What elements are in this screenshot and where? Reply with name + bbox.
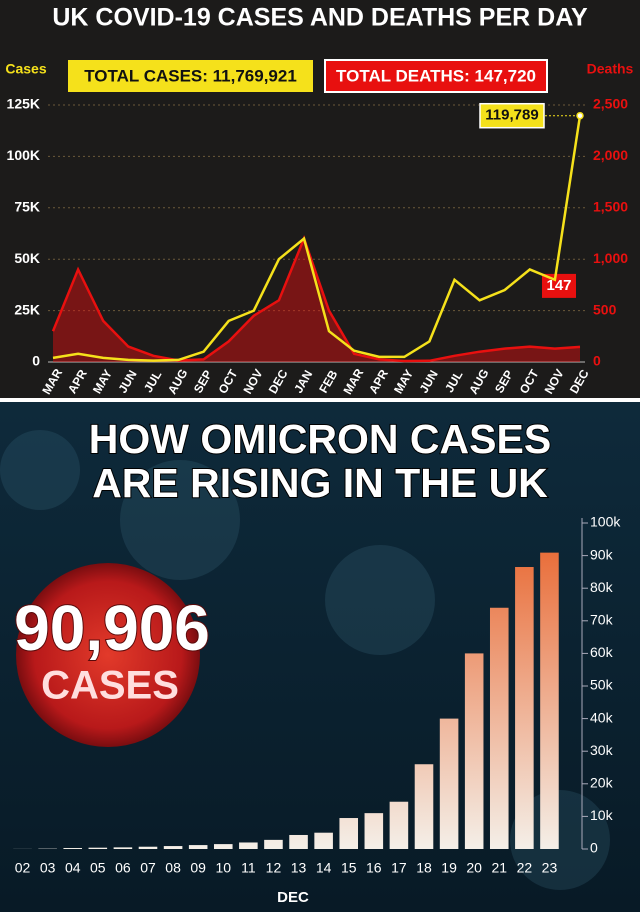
- bar: [439, 718, 459, 849]
- y-tick-label: 100k: [590, 514, 621, 530]
- bar: [113, 847, 133, 849]
- bar: [314, 832, 333, 849]
- x-tick-label: 21: [491, 860, 507, 876]
- bar: [239, 842, 258, 849]
- chart-title-line: ARE RISING IN THE UK: [92, 460, 548, 506]
- x-tick-label: 22: [517, 860, 533, 876]
- line: [51, 235, 581, 363]
- virus-illustration: [16, 563, 200, 747]
- y-tick-label: 0: [32, 353, 40, 369]
- x-tick-label: 09: [190, 860, 206, 876]
- y-tick-label: 25K: [14, 301, 40, 317]
- x-tick-label: 03: [40, 860, 56, 876]
- y-tick-label: 0: [590, 840, 598, 856]
- bar: [489, 607, 509, 849]
- callout-value: 90,906: [14, 592, 210, 664]
- point: [576, 111, 584, 120]
- y-axis-label: Cases: [5, 61, 46, 77]
- x-tick-label: 06: [115, 860, 131, 876]
- line: [52, 115, 582, 362]
- legend-box: [324, 59, 548, 93]
- y-tick-label: 90k: [590, 546, 614, 562]
- y-tick-label: 70k: [590, 612, 614, 628]
- value-label-box: [479, 102, 545, 129]
- bar: [188, 845, 208, 849]
- bar: [264, 839, 283, 849]
- decor-viruses: [0, 430, 610, 890]
- legend-box: [68, 60, 313, 92]
- y-tick-label: 20k: [590, 775, 614, 791]
- y-tick-label: 100K: [7, 147, 40, 163]
- x-tick-label: 10: [215, 860, 231, 876]
- y-tick-label: 50k: [590, 677, 614, 693]
- y2-tick-label: 1,000: [593, 250, 628, 266]
- x-tick-label: 13: [291, 860, 307, 876]
- x-tick-label: 07: [140, 860, 156, 876]
- x-tick-label: 16: [366, 860, 382, 876]
- y-tick-label: 10k: [590, 807, 614, 823]
- x-tick-label: 05: [90, 860, 106, 876]
- y-tick-label: 80k: [590, 579, 614, 595]
- y2-tick-label: 500: [593, 301, 617, 317]
- y2-axis-label: Deaths: [587, 61, 634, 77]
- x-tick-label: 12: [266, 860, 282, 876]
- legend-label: TOTAL CASES: 11,769,921: [84, 66, 297, 85]
- bar: [464, 653, 484, 849]
- bar: [88, 847, 108, 849]
- bar: [163, 846, 183, 849]
- x-tick-label: 18: [416, 860, 432, 876]
- bar: [289, 834, 308, 849]
- value-label: 119,789: [485, 107, 538, 124]
- x-axis-label: DEC: [277, 889, 309, 906]
- y-tick-label: 75K: [14, 199, 40, 215]
- y-tick-label: 40k: [590, 709, 614, 725]
- y2-tick-label: 2,000: [593, 147, 628, 163]
- bar: [213, 844, 233, 849]
- bar: [414, 764, 434, 849]
- x-tick-label: 19: [441, 860, 457, 876]
- x-tick-label: 04: [65, 860, 81, 876]
- area: [53, 238, 580, 362]
- bar: [63, 848, 83, 849]
- x-tick-label: 08: [165, 860, 181, 876]
- callout-unit: CASES: [41, 664, 179, 708]
- x-tick-label: 14: [316, 860, 332, 876]
- x-tick-label: 15: [341, 860, 357, 876]
- bar: [540, 552, 559, 849]
- bar: [364, 813, 384, 849]
- bar: [515, 567, 534, 849]
- y-tick-label: 30k: [590, 742, 614, 758]
- x-tick-label: 02: [15, 860, 31, 876]
- x-tick-label: 11: [241, 860, 256, 876]
- y2-tick-label: 0: [593, 353, 601, 369]
- y2-tick-label: 2,500: [593, 96, 628, 112]
- x-tick-label: 20: [466, 860, 482, 876]
- y-tick-label: 125K: [7, 96, 40, 112]
- bar: [339, 818, 359, 849]
- y-tick-label: 60k: [590, 644, 614, 660]
- value-label: 147: [546, 277, 571, 294]
- divider: [0, 398, 640, 402]
- x-tick-label: 23: [542, 860, 558, 876]
- chart-title: UK COVID-19 CASES AND DEATHS PER DAY: [52, 4, 588, 32]
- legend-label: TOTAL DEATHS: 147,720: [336, 66, 536, 85]
- y2-tick-label: 1,500: [593, 199, 628, 215]
- bar: [389, 801, 409, 849]
- bar: [138, 846, 158, 849]
- y-tick-label: 50K: [14, 250, 40, 266]
- chart-title-line: HOW OMICRON CASES: [89, 416, 551, 462]
- x-tick-label: 17: [391, 860, 407, 876]
